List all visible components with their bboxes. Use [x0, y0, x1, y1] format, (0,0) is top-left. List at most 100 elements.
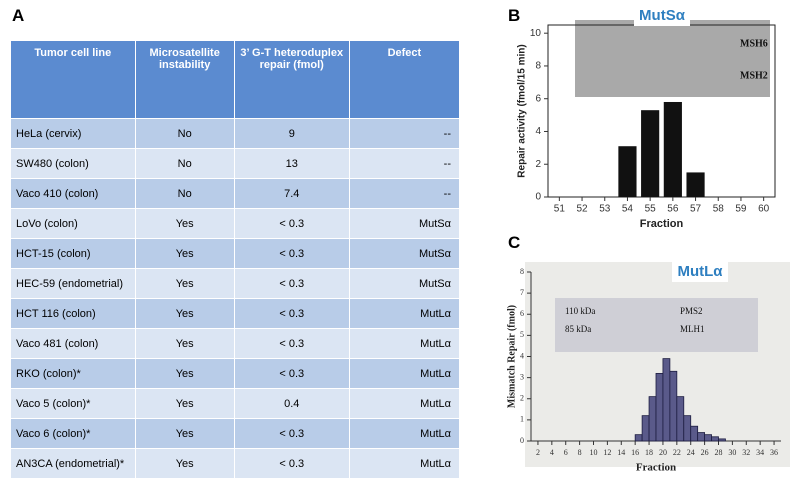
y-tick-label: 10 — [530, 28, 542, 39]
gel-label: MSH6 — [740, 38, 768, 49]
table-cell: MutLα — [348, 418, 461, 449]
y-axis-label: Mismatch Repair (fmol) — [506, 305, 517, 408]
x-tick-label: 2 — [536, 448, 540, 457]
bar — [618, 146, 637, 197]
table-cell: Yes — [134, 358, 235, 389]
gel-image — [555, 298, 758, 352]
table-cell: -- — [348, 118, 461, 149]
table-cell: Vaco 410 (colon) — [10, 178, 136, 209]
y-tick-label: 6 — [520, 309, 524, 318]
table-cell: MutLα — [348, 388, 461, 419]
x-tick-label: 60 — [758, 204, 770, 215]
table-row: Vaco 410 (colon) No 7.4 -- — [10, 178, 461, 209]
y-tick-label: 4 — [520, 351, 524, 360]
table-cell: Yes — [134, 268, 235, 299]
title-box — [672, 262, 728, 282]
table-cell: SW480 (colon) — [10, 148, 136, 179]
histogram-bar — [676, 396, 685, 442]
x-tick-label: 14 — [617, 448, 625, 457]
histogram-bar — [641, 415, 650, 442]
gel-label: MLH1 — [680, 324, 705, 334]
x-tick-label: 28 — [715, 448, 723, 457]
gel-label: 85 kDa — [565, 324, 591, 334]
y-tick-label: 8 — [520, 267, 524, 276]
histogram-bar — [704, 434, 712, 442]
histogram-bar — [690, 425, 699, 442]
table-cell: MutLα — [348, 328, 461, 359]
table-cell: < 0.3 — [233, 358, 350, 389]
table-cell: 0.4 — [233, 388, 350, 419]
x-tick-label: 6 — [564, 448, 568, 457]
y-tick-label: 2 — [520, 394, 524, 403]
table-row: HEC-59 (endometrial) Yes < 0.3 MutSα — [10, 268, 461, 299]
histogram-bar — [655, 372, 664, 442]
y-tick-label: 0 — [520, 436, 524, 445]
x-tick-label: 53 — [599, 204, 611, 215]
histogram-bar — [662, 358, 671, 442]
table-cell: No — [134, 118, 235, 149]
table-cell: MutLα — [348, 358, 461, 389]
table-row: Vaco 481 (colon) Yes < 0.3 MutLα — [10, 328, 461, 359]
title-box — [634, 6, 690, 26]
x-tick-label: 36 — [770, 448, 778, 457]
x-axis-label: Fraction — [636, 462, 676, 471]
table-cell: -- — [348, 178, 461, 209]
y-tick-label: 7 — [520, 288, 524, 297]
x-axis-label: Fraction — [640, 218, 684, 230]
header-cell: Microsatellite instability — [134, 40, 235, 119]
table-row: SW480 (colon) No 13 -- — [10, 148, 461, 179]
table-row: RKO (colon)* Yes < 0.3 MutLα — [10, 358, 461, 389]
histogram-bar — [634, 434, 643, 442]
panel-letter: A — [12, 6, 25, 25]
histogram-bar — [683, 415, 692, 442]
x-tick-label: 20 — [659, 448, 667, 457]
y-tick-label: 6 — [535, 93, 541, 104]
table-cell: 9 — [233, 118, 350, 149]
table-cell: HEC-59 (endometrial) — [10, 268, 136, 299]
x-tick-label: 58 — [713, 204, 725, 215]
bar — [641, 110, 660, 197]
chart-title: MutLα — [677, 263, 723, 280]
table-cell: Vaco 481 (colon) — [10, 328, 136, 359]
x-tick-label: 16 — [631, 448, 639, 457]
table-cell: Yes — [134, 208, 235, 239]
table-cell: 7.4 — [233, 178, 350, 209]
x-tick-label: 57 — [690, 204, 702, 215]
histogram-bar — [718, 438, 726, 442]
x-tick-label: 10 — [590, 448, 598, 457]
y-tick-label: 0 — [535, 192, 541, 203]
x-tick-label: 32 — [742, 448, 750, 457]
y-tick-label: 4 — [535, 126, 541, 137]
panel-letter: B — [508, 6, 521, 25]
gel-label: MSH2 — [740, 70, 768, 81]
table-cell: HCT-15 (colon) — [10, 238, 136, 269]
table-cell: Yes — [134, 328, 235, 359]
x-tick-label: 22 — [673, 448, 681, 457]
chart-title: MutSα — [639, 7, 686, 24]
histogram-bar — [669, 370, 678, 442]
table-cell: HeLa (cervix) — [10, 118, 136, 149]
table-cell: No — [134, 148, 235, 179]
table-cell: Yes — [134, 298, 235, 329]
gel-label: PMS2 — [680, 306, 703, 316]
table-cell: < 0.3 — [233, 418, 350, 449]
histogram-bar — [711, 436, 719, 442]
y-tick-label: 8 — [535, 61, 541, 72]
x-tick-label: 18 — [645, 448, 653, 457]
table-cell: 13 — [233, 148, 350, 179]
x-tick-label: 52 — [576, 204, 588, 215]
y-tick-label: 1 — [520, 415, 524, 424]
table-cell: HCT 116 (colon) — [10, 298, 136, 329]
x-tick-label: 4 — [550, 448, 554, 457]
y-axis-label: Repair activity (fmol/15 min) — [517, 44, 528, 177]
x-tick-label: 51 — [554, 204, 566, 215]
histogram-bar — [648, 396, 657, 442]
table: Tumor cell line Microsatellite instabilit… — [10, 40, 461, 479]
header-cell: 3’ G-T heteroduplex repair (fmol) — [233, 40, 350, 119]
table-cell: MutLα — [348, 298, 461, 329]
x-tick-label: 54 — [622, 204, 634, 215]
x-tick-label: 12 — [603, 448, 611, 457]
table-cell: LoVo (colon) — [10, 208, 136, 239]
